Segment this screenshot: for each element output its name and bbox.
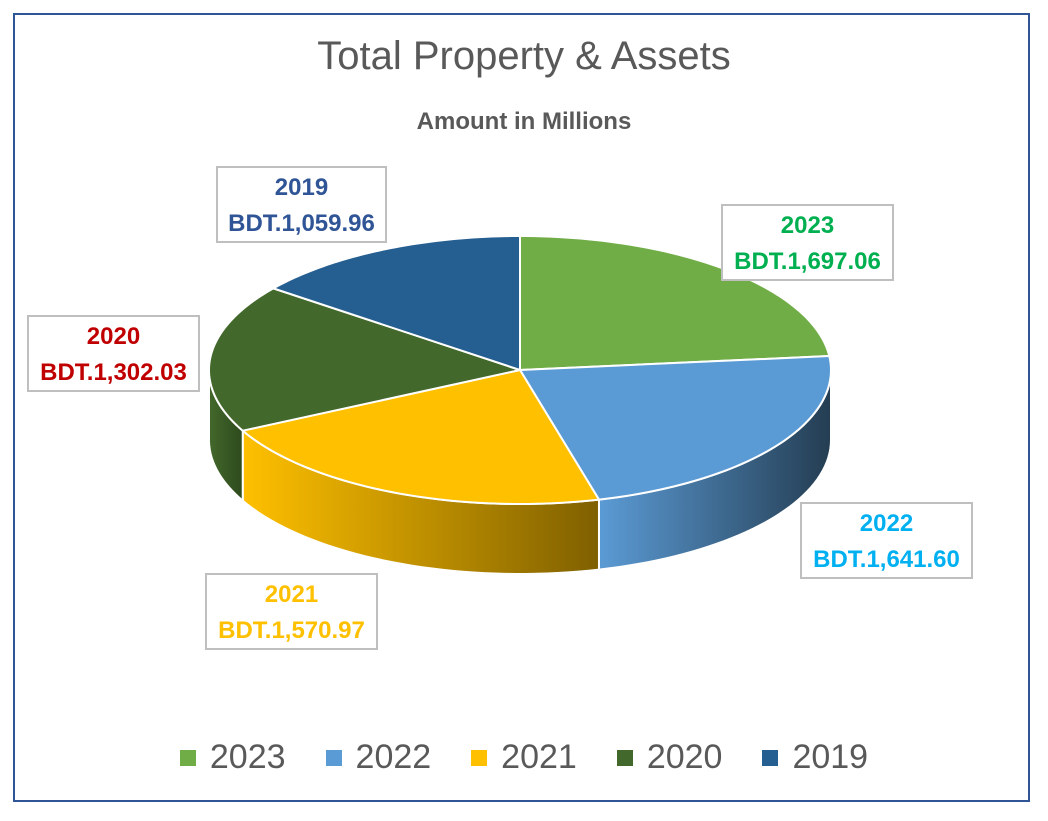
- chart-subtitle: Amount in Millions: [416, 108, 632, 135]
- legend-item-2022: 2022: [325, 738, 432, 777]
- data-label-2019: 2019 BDT.1,059.96: [216, 166, 387, 243]
- legend-swatch: [179, 749, 196, 766]
- data-label-value: BDT.1,059.96: [228, 210, 375, 237]
- data-label-category: 2023: [780, 212, 835, 239]
- data-label-2022: 2022 BDT.1,641.60: [800, 502, 973, 579]
- pie-slice-2022: [519, 355, 832, 501]
- data-label-category: 2022: [859, 510, 914, 537]
- data-label-value: BDT.1,302.03: [40, 359, 187, 386]
- data-label-2020: 2020 BDT.1,302.03: [27, 315, 200, 392]
- data-label-2021: 2021 BDT.1,570.97: [205, 573, 378, 650]
- legend-item-2023: 2023: [179, 738, 286, 777]
- pie-slice-2020: [208, 287, 521, 432]
- legend: 2023 2022 2021 2020 2019: [0, 738, 1048, 777]
- legend-label: 2019: [792, 738, 869, 776]
- data-label-value: BDT.1,697.06: [734, 248, 881, 275]
- legend-label: 2021: [501, 738, 577, 776]
- pie-tops: [208, 235, 832, 505]
- legend-item-2019: 2019: [762, 738, 868, 777]
- data-label-category: 2020: [86, 323, 141, 350]
- legend-label: 2020: [646, 738, 723, 776]
- legend-swatch: [616, 749, 633, 766]
- legend-label: 2022: [355, 738, 432, 776]
- pie-slice-2021: [241, 369, 600, 505]
- legend-label: 2023: [209, 738, 286, 776]
- legend-item-2020: 2020: [616, 738, 723, 777]
- legend-item-2021: 2021: [471, 738, 577, 777]
- data-label-2023: 2023 BDT.1,697.06: [721, 204, 894, 281]
- data-label-category: 2019: [274, 174, 329, 201]
- data-label-value: BDT.1,641.60: [813, 546, 960, 573]
- legend-swatch: [471, 749, 488, 766]
- legend-swatch: [762, 749, 779, 766]
- data-label-value: BDT.1,570.97: [218, 617, 365, 644]
- data-label-category: 2021: [264, 581, 319, 608]
- chart-title: Total Property & Assets: [317, 34, 731, 78]
- pie-slice-2019: [272, 235, 521, 371]
- legend-swatch: [325, 749, 342, 766]
